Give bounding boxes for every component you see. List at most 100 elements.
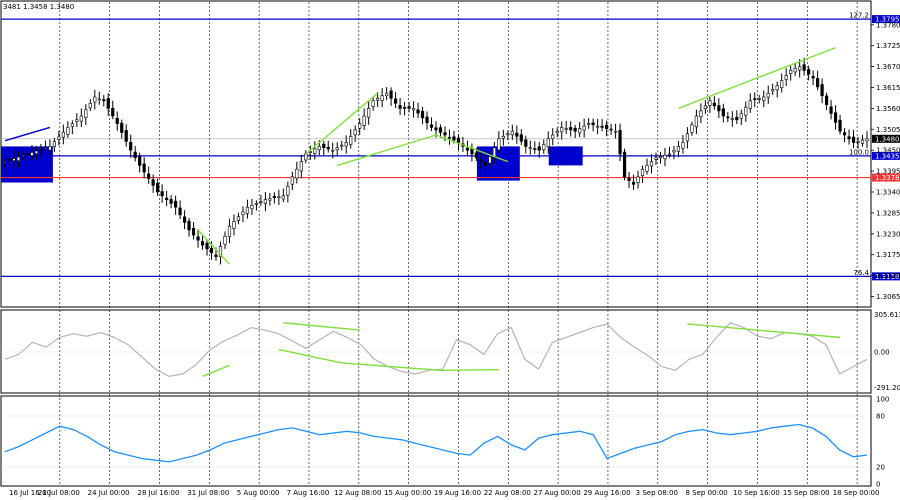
- candle-body: [241, 211, 245, 216]
- candle-body: [631, 181, 636, 185]
- candle: [322, 140, 326, 156]
- time-tick-label: 27 Aug 00:00: [534, 489, 581, 497]
- candle: [811, 70, 815, 86]
- candle: [685, 127, 690, 149]
- cci-trendline: [202, 364, 230, 378]
- candle: [66, 121, 70, 138]
- candle: [721, 103, 725, 123]
- candle: [730, 111, 734, 127]
- candle: [824, 92, 829, 111]
- candle-body: [820, 84, 824, 97]
- candle-body: [757, 97, 761, 100]
- candle: [326, 140, 330, 153]
- candle-body: [569, 127, 573, 131]
- candle: [735, 110, 739, 124]
- candle: [506, 130, 510, 141]
- rsi-tick-label: 20: [876, 464, 885, 472]
- candle-body: [694, 115, 698, 128]
- trendline: [337, 134, 437, 167]
- candle-body: [443, 132, 447, 136]
- candle: [25, 146, 30, 162]
- candle-body: [739, 113, 743, 119]
- price-tick-label: 1.3175: [876, 251, 900, 259]
- candle: [111, 100, 115, 120]
- candle-body: [555, 130, 559, 134]
- candle-body: [380, 95, 384, 101]
- candle-body: [142, 163, 146, 173]
- fib-label: 100.0: [849, 148, 869, 156]
- candle: [200, 235, 205, 250]
- candle: [429, 117, 434, 132]
- candle-body: [483, 162, 487, 166]
- current-price-tag: [872, 134, 900, 143]
- candle: [528, 140, 532, 155]
- candle: [578, 122, 582, 138]
- candle-body: [851, 136, 856, 143]
- candle: [371, 97, 375, 111]
- candle-body: [456, 137, 461, 143]
- candle: [160, 184, 164, 203]
- candle-body: [322, 143, 326, 148]
- candle: [793, 63, 797, 76]
- candle-body: [488, 156, 492, 164]
- candle: [771, 83, 775, 96]
- candle-body: [120, 122, 124, 133]
- candle-body: [259, 201, 263, 203]
- candle: [129, 134, 133, 158]
- candle-body: [286, 186, 290, 196]
- level-price-tag: [872, 272, 900, 281]
- candle-body: [402, 106, 407, 109]
- candle: [663, 147, 667, 167]
- candle: [672, 145, 676, 160]
- candle-body: [39, 148, 43, 151]
- candle-body: [497, 138, 501, 151]
- candle-body: [151, 179, 155, 186]
- candle: [416, 102, 420, 119]
- candle: [560, 121, 564, 140]
- candle: [609, 123, 613, 135]
- candle-body: [425, 116, 429, 123]
- candle-body: [856, 141, 860, 143]
- price-tick-label: 1.3780: [876, 21, 900, 29]
- candle: [218, 241, 223, 265]
- time-tick-label: 24 Jul 00:00: [88, 489, 130, 497]
- candle: [151, 174, 155, 193]
- candle: [636, 170, 640, 189]
- candle: [766, 85, 770, 104]
- candle: [690, 121, 694, 136]
- candlestick-series: [3, 57, 869, 265]
- candle: [313, 141, 317, 160]
- candle: [631, 174, 636, 190]
- candle-body: [165, 197, 169, 200]
- candle: [344, 135, 348, 154]
- candle: [816, 70, 820, 91]
- candle-body: [389, 90, 393, 99]
- price-tick-label: 1.3065: [876, 293, 900, 301]
- trendline: [197, 229, 230, 265]
- candle-body: [362, 115, 366, 126]
- candle: [627, 172, 631, 189]
- candle-body: [703, 105, 707, 110]
- candle-body: [299, 161, 303, 172]
- candle: [187, 217, 191, 237]
- candle: [43, 140, 48, 153]
- candle-body: [358, 123, 362, 129]
- candle-body: [510, 130, 514, 136]
- time-tick-label: 19 Aug 16:00: [434, 489, 481, 497]
- candle-body: [349, 135, 353, 145]
- time-tick-label: 31 Jul 08:00: [187, 489, 229, 497]
- candle: [564, 121, 568, 134]
- candle: [739, 109, 743, 126]
- candle-body: [376, 97, 380, 101]
- candle-body: [685, 133, 690, 142]
- time-tick-label: 3 Sep 08:00: [636, 489, 678, 497]
- candle: [582, 118, 586, 138]
- candle-body: [501, 135, 505, 139]
- candle: [7, 152, 12, 165]
- candle-body: [335, 147, 339, 151]
- candle-body: [721, 108, 725, 117]
- candle-body: [205, 242, 209, 250]
- candle: [762, 90, 766, 108]
- candle: [299, 154, 303, 179]
